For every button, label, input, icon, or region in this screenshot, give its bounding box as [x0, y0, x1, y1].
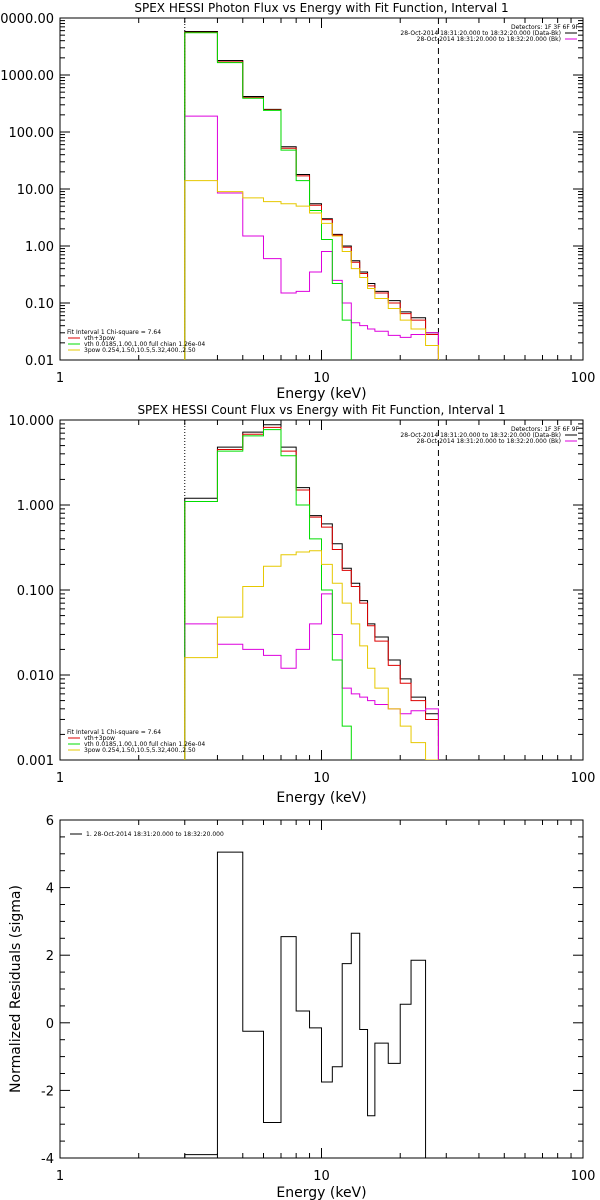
series-line-4: [184, 550, 439, 760]
data-legend-label: 28-Oct-2014 18:31:20.000 to 18:32:20.000…: [417, 438, 561, 445]
chart-title: SPEX HESSI Count Flux vs Energy with Fit…: [137, 403, 505, 417]
y-tick-label: 100.00: [9, 126, 55, 141]
x-tick-label: 1: [56, 771, 64, 786]
legend-label: 1. 28-Oct-2014 18:31:20.000 to 18:32:20.…: [86, 831, 224, 838]
residuals-panel: 1 10 100 -4 -2 0 2 4 6 Energy (keV) Normalized Res…: [8, 814, 595, 1200]
y-tick-label: 0: [46, 1017, 54, 1032]
plot-data: [184, 851, 439, 1158]
x-tick-label: 10: [313, 771, 330, 786]
plot-data: [184, 420, 439, 760]
y-tick-label: 0.010: [17, 669, 54, 684]
data-legend-label: 28-Oct-2014 18:31:20.000 to 18:32:20.000…: [400, 30, 561, 37]
y-tick-label: 0.001: [17, 754, 54, 769]
series-line-2: [184, 115, 439, 360]
x-tick-label: 1: [56, 371, 64, 386]
y-tick-label: 10000.00: [0, 12, 54, 27]
fit-interval-label: Fit Interval 1 Chi-square = 7.64: [67, 329, 161, 336]
data-legend-label: 28-Oct-2014 18:31:20.000 to 18:32:20.000…: [417, 36, 561, 43]
x-tick-label: 100: [571, 771, 596, 786]
y-tick-label: 1.00: [25, 240, 54, 255]
x-axis-label: Energy (keV): [276, 1185, 366, 1200]
series-line-3: [184, 32, 439, 360]
legend-label: 3pow 0.254,1.50,10.5,5.32,400.,2.50: [84, 747, 196, 754]
y-tick-label: 0.01: [25, 354, 54, 369]
y-tick-label: 6: [46, 814, 54, 829]
legend-label: vth+3pow: [84, 735, 115, 742]
series-line-4: [184, 180, 439, 360]
y-tick-label: 4: [46, 882, 54, 897]
x-axis-label: Energy (keV): [276, 790, 366, 806]
legend-label: 3pow 0.254,1.50,10.5,5.32,400.,2.50: [84, 347, 196, 354]
legend-label: vth+3pow: [84, 335, 115, 342]
y-tick-label: 10.00: [17, 183, 54, 198]
photon-flux-panel: 1 10 100 0.01 0.10 1.00 10.00 100.00 1000.00 1000…: [0, 1, 595, 402]
y-tick-label: 0.100: [17, 584, 54, 599]
plot-frame: [59, 17, 584, 361]
y-tick-label: 1.000: [17, 499, 54, 514]
y-tick-label: 10.000: [9, 414, 55, 429]
data-legend-label: 28-Oct-2014 18:31:20.000 to 18:32:20.000…: [400, 432, 561, 439]
count-flux-panel: 1 10 100 0.001 0.010 0.100 1.000 10.000 SPEX HES…: [9, 403, 596, 806]
y-tick-label: 1000.00: [0, 69, 54, 84]
chart-title: SPEX HESSI Photon Flux vs Energy with Fi…: [134, 1, 508, 15]
x-tick-label: 100: [571, 1169, 596, 1184]
series-line-0: [184, 851, 439, 1158]
x-tick-label: 1: [56, 1169, 64, 1184]
plot-data: [184, 18, 439, 360]
x-tick-label: 100: [571, 371, 596, 386]
detectors-label: Detectors: 1F 3F 6F 9F: [511, 426, 580, 433]
series-line-3: [184, 429, 439, 760]
legend-label: vth 0.0185,1.00,1.00 full chian 1.26e-04: [84, 341, 205, 348]
y-tick-label: 2: [46, 949, 54, 964]
plot-frame: [59, 819, 584, 1159]
legend-label: vth 0.0185,1.00,1.00 full chian 1.26e-04: [84, 741, 205, 748]
x-tick-label: 10: [313, 1169, 330, 1184]
y-tick-label: -4: [41, 1152, 54, 1167]
y-tick-label: -2: [41, 1084, 54, 1099]
x-axis-label: Energy (keV): [276, 386, 366, 402]
fit-interval-label: Fit Interval 1 Chi-square = 7.64: [67, 729, 161, 736]
x-tick-label: 10: [313, 371, 330, 386]
detectors-label: Detectors: 1F 3F 6F 9F: [511, 24, 580, 31]
y-axis-label: Normalized Residuals (sigma): [8, 885, 24, 1093]
y-tick-label: 0.10: [25, 297, 54, 312]
